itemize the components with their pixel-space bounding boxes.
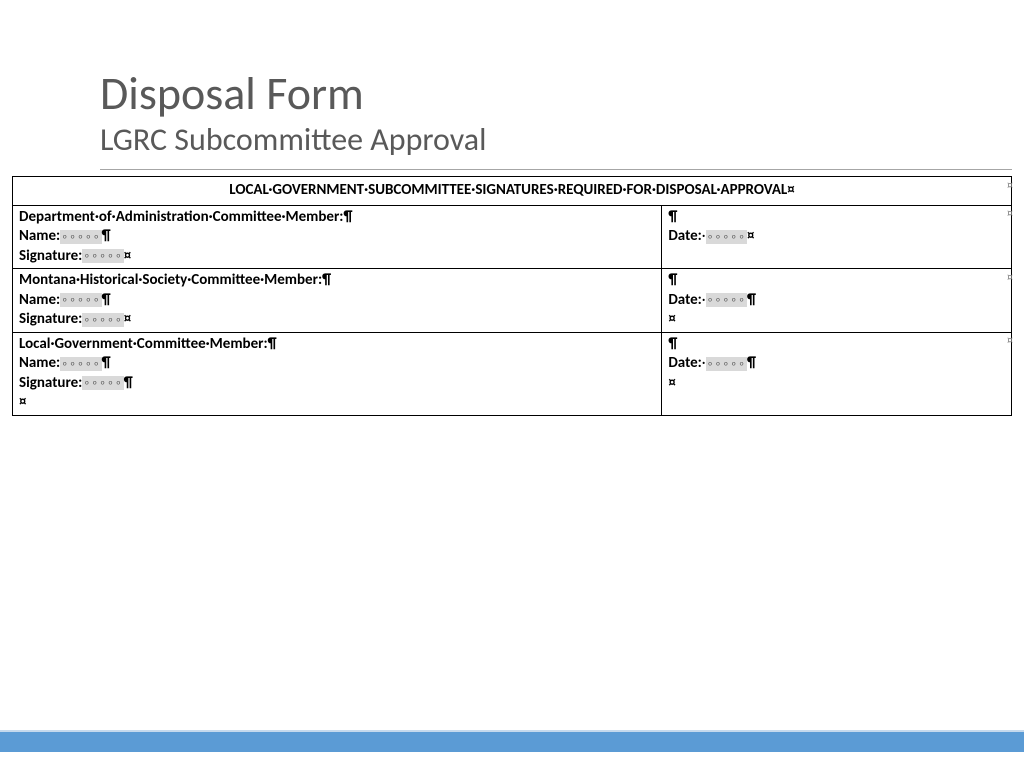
row-end-mark: ¤ [1007, 334, 1013, 348]
footer-bar [0, 730, 1024, 752]
date-cell: ¶Date:·∘∘∘∘∘¶¤ [662, 269, 1012, 333]
member-cell: Local·Government·Committee·Member:¶Name:… [13, 332, 662, 415]
date-field: ∘∘∘∘∘ [706, 293, 747, 307]
slide-subtitle: LGRC Subcommittee Approval [100, 120, 1024, 159]
date-cell: ¶Date:·∘∘∘∘∘¤ [662, 205, 1012, 269]
signature-table: LOCAL·GOVERNMENT·SUBCOMMITTEE·SIGNATURES… [12, 176, 1012, 416]
name-field: ∘∘∘∘∘ [60, 293, 101, 307]
row-end-mark: ¤ [1007, 271, 1013, 285]
date-cell: ¶Date:·∘∘∘∘∘¶¤ [662, 332, 1012, 415]
signature-table-wrap: LOCAL·GOVERNMENT·SUBCOMMITTEE·SIGNATURES… [12, 176, 1012, 416]
slide-header: Disposal Form LGRC Subcommittee Approval [0, 0, 1024, 159]
member-cell: Montana·Historical·Society·Committee·Mem… [13, 269, 662, 333]
row-end-mark: ¤ [1007, 207, 1013, 221]
member-cell: Department·of·Administration·Committee·M… [13, 205, 662, 269]
signature-field: ∘∘∘∘∘ [82, 249, 123, 263]
table-header: LOCAL·GOVERNMENT·SUBCOMMITTEE·SIGNATURES… [13, 177, 1012, 206]
header-rule [100, 169, 1012, 170]
signature-field: ∘∘∘∘∘ [82, 313, 123, 327]
slide-title: Disposal Form [100, 70, 1024, 118]
name-field: ∘∘∘∘∘ [60, 357, 101, 371]
signature-field: ∘∘∘∘∘ [82, 376, 123, 390]
date-field: ∘∘∘∘∘ [706, 230, 747, 244]
date-field: ∘∘∘∘∘ [706, 357, 747, 371]
name-field: ∘∘∘∘∘ [60, 230, 101, 244]
row-end-mark: ¤ [1007, 179, 1013, 193]
